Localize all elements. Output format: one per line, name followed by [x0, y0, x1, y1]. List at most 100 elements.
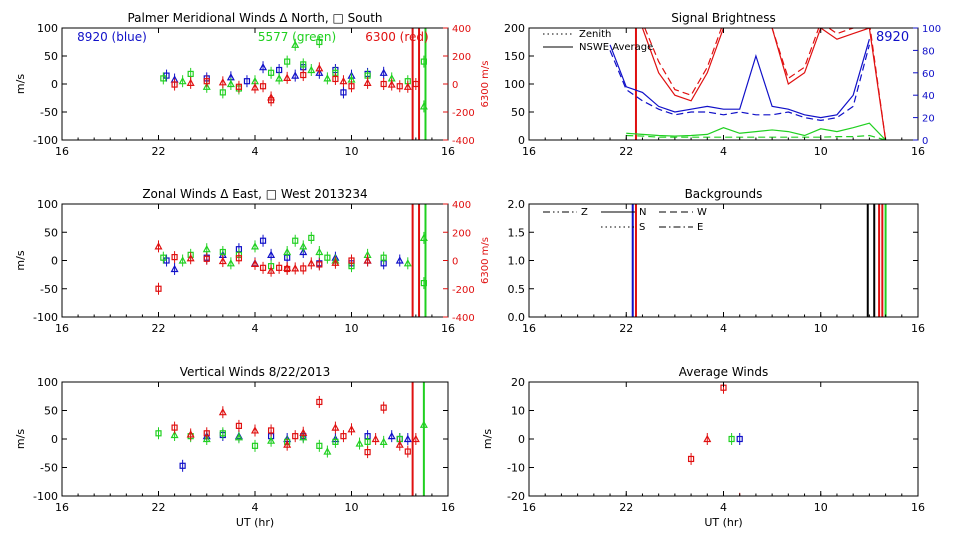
vertical-point-triangle	[371, 434, 380, 443]
meridional-point-triangle	[283, 73, 292, 81]
vertical-point-square	[380, 404, 387, 411]
zonal-xtick-label: 10	[345, 322, 359, 335]
average-ytick-label: 10	[511, 405, 525, 418]
brightness-series-line	[641, 28, 887, 140]
zonal-point-square	[300, 265, 307, 272]
brightness-rtick-label: 60	[922, 69, 935, 80]
zonal-point-square	[380, 254, 387, 261]
zonal-xtick-label: 22	[152, 322, 166, 335]
backgrounds-ytick-label: 0.5	[508, 283, 526, 296]
zonal-point-square	[155, 285, 162, 292]
backgrounds-xtick-label: 22	[619, 322, 633, 335]
vertical-point-square	[219, 430, 226, 437]
backgrounds-xtick-label: 4	[720, 322, 727, 335]
average-point-square	[728, 435, 735, 443]
vertical-point-triangle	[170, 430, 179, 439]
brightness-ytick-label: 50	[511, 106, 525, 119]
zonal-point-triangle	[299, 242, 308, 250]
zonal-point-triangle	[403, 259, 412, 267]
meridional-point-triangle	[419, 102, 428, 110]
meridional-point-triangle	[307, 65, 316, 74]
meridional-annotation: 6300 (red)	[365, 30, 428, 44]
zonal-point-triangle	[218, 256, 227, 265]
zonal-ytick-label: 50	[44, 226, 58, 239]
vertical-point-square	[332, 438, 339, 445]
vertical-point-triangle	[395, 440, 404, 448]
meridional-point-triangle	[387, 80, 396, 88]
brightness-ytick-label: 200	[504, 22, 525, 35]
brightness-rtick-label: 0	[922, 136, 928, 147]
zonal-point-triangle	[202, 244, 211, 253]
meridional-point-square	[412, 80, 419, 88]
meridional-point-square	[332, 75, 339, 83]
zonal-ylabel: m/s	[14, 250, 27, 270]
meridional-annotation: 8920 (blue)	[77, 30, 147, 44]
meridional-point-triangle	[291, 40, 300, 48]
backgrounds-xtick-label: 16	[911, 322, 925, 335]
average-xtick-label: 16	[522, 501, 536, 514]
meridional-point-square	[300, 61, 307, 68]
brightness-xtick-label: 22	[619, 145, 633, 158]
average-ytick-label: -20	[507, 490, 525, 503]
zonal-point-triangle	[331, 258, 340, 266]
meridional-annotation: 5577 (green)	[258, 30, 336, 44]
meridional-point-triangle	[259, 62, 268, 71]
zonal-rtick-label: 200	[452, 228, 471, 239]
average-point-triangle	[703, 434, 712, 443]
zonal-point-square	[420, 280, 427, 287]
zonal-xtick-label: 4	[252, 322, 259, 335]
brightness-xtick-label: 4	[720, 145, 727, 158]
vertical-point-square	[316, 398, 323, 406]
brightness-xtick-label: 16	[911, 145, 925, 158]
brightness-ytick-label: 100	[504, 78, 525, 91]
vertical-point-triangle	[379, 437, 388, 445]
zonal-point-triangle	[226, 259, 235, 267]
zonal-xtick-label: 16	[441, 322, 455, 335]
meridional-point-square	[396, 83, 403, 90]
meridional-point-triangle	[178, 76, 187, 85]
vertical-xtick-label: 16	[55, 501, 69, 514]
meridional-point-triangle	[291, 71, 300, 79]
vertical-point-triangle	[299, 433, 308, 441]
meridional-rtick-label: -400	[452, 136, 475, 147]
vertical-point-square	[340, 433, 347, 440]
zonal-point-triangle	[283, 247, 292, 256]
meridional-point-square	[300, 71, 307, 79]
meridional-point-square	[316, 38, 323, 46]
meridional-ytick-label: 0	[51, 78, 58, 91]
vertical-point-triangle	[419, 420, 428, 428]
vertical-point-square	[203, 430, 210, 437]
meridional-point-square	[235, 83, 243, 90]
vertical-point-square	[251, 442, 259, 449]
zonal-title: Zonal Winds Δ East, □ West 2013234	[142, 187, 367, 201]
zonal-point-square	[235, 255, 243, 262]
backgrounds-data-layer	[631, 204, 887, 317]
meridional-point-triangle	[315, 68, 324, 76]
average-frame	[528, 381, 919, 497]
zonal-rtick-label: -400	[452, 313, 475, 324]
average-point-square	[687, 455, 695, 463]
meridional-data-layer	[160, 28, 428, 140]
brightness-rtick-label: 80	[922, 46, 935, 57]
average-point-triangle	[738, 494, 741, 496]
brightness-rtick-label: 100	[922, 24, 941, 35]
zonal-point-triangle	[250, 242, 260, 250]
meridional-point-triangle	[250, 83, 260, 91]
vertical-point-triangle	[218, 407, 227, 416]
average-title: Average Winds	[679, 365, 769, 379]
meridional-point-triangle	[339, 76, 348, 85]
vertical-ytick-label: 100	[37, 376, 58, 389]
meridional-point-square	[340, 89, 347, 96]
brightness-xtick-label: 16	[522, 145, 536, 158]
meridional-point-triangle	[315, 64, 324, 72]
vertical-point-triangle	[323, 447, 332, 455]
backgrounds-xtick-label: 16	[522, 322, 536, 335]
vertical-point-square	[316, 442, 323, 449]
vertical-point-square	[267, 427, 275, 434]
zonal-point-square	[259, 264, 267, 271]
meridional-title: Palmer Meridional Winds Δ North, □ South	[127, 11, 382, 25]
zonal-point-triangle	[170, 264, 179, 273]
zonal-point-square	[259, 237, 267, 244]
meridional-point-square	[267, 69, 275, 76]
